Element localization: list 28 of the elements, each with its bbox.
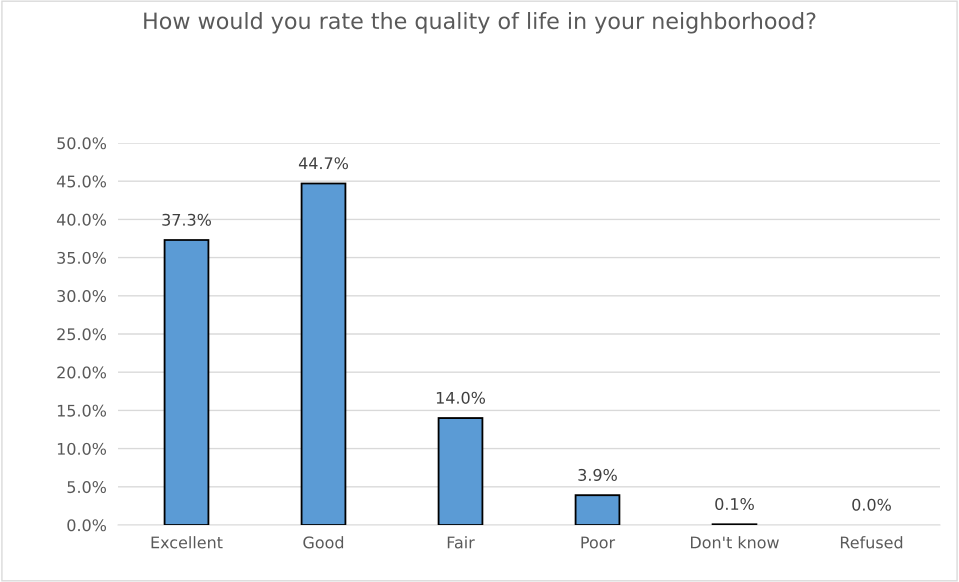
y-tick-label: 30.0%	[57, 290, 106, 302]
y-tick-label: 50.0%	[57, 137, 106, 150]
data-label: 44.7%	[298, 157, 348, 170]
data-label: 14.0%	[436, 392, 485, 404]
x-tick-label: Fair	[448, 536, 475, 548]
y-tick-label: 15.0%	[58, 404, 106, 417]
chart-title: How would you rate the quality of life in your neighborhood?	[144, 12, 816, 34]
x-tick-label: Excellent	[152, 536, 223, 548]
bar	[574, 494, 620, 525]
y-tick-label: 35.0%	[57, 252, 106, 264]
y-tick-label: 0.0%	[67, 519, 106, 532]
y-tick-label: 45.0%	[56, 175, 106, 188]
x-tick-label: Refused	[840, 536, 902, 548]
y-tick-label: 20.0%	[57, 366, 106, 378]
bar	[438, 417, 484, 525]
data-label: 3.9%	[578, 468, 617, 481]
bar	[300, 182, 346, 525]
y-tick-label: 25.0%	[57, 328, 106, 340]
data-label: 0.0%	[852, 498, 891, 511]
data-label: 37.3%	[162, 214, 211, 226]
data-label: 0.1%	[715, 498, 754, 510]
x-tick-label: Don't know	[691, 536, 779, 548]
x-tick-label: Good	[303, 536, 344, 548]
y-tick-label: 5.0%	[68, 481, 106, 494]
x-tick-label: Poor	[581, 536, 616, 548]
y-tick-label: 40.0%	[56, 214, 106, 226]
bar	[164, 239, 210, 525]
y-tick-label: 10.0%	[58, 442, 106, 455]
